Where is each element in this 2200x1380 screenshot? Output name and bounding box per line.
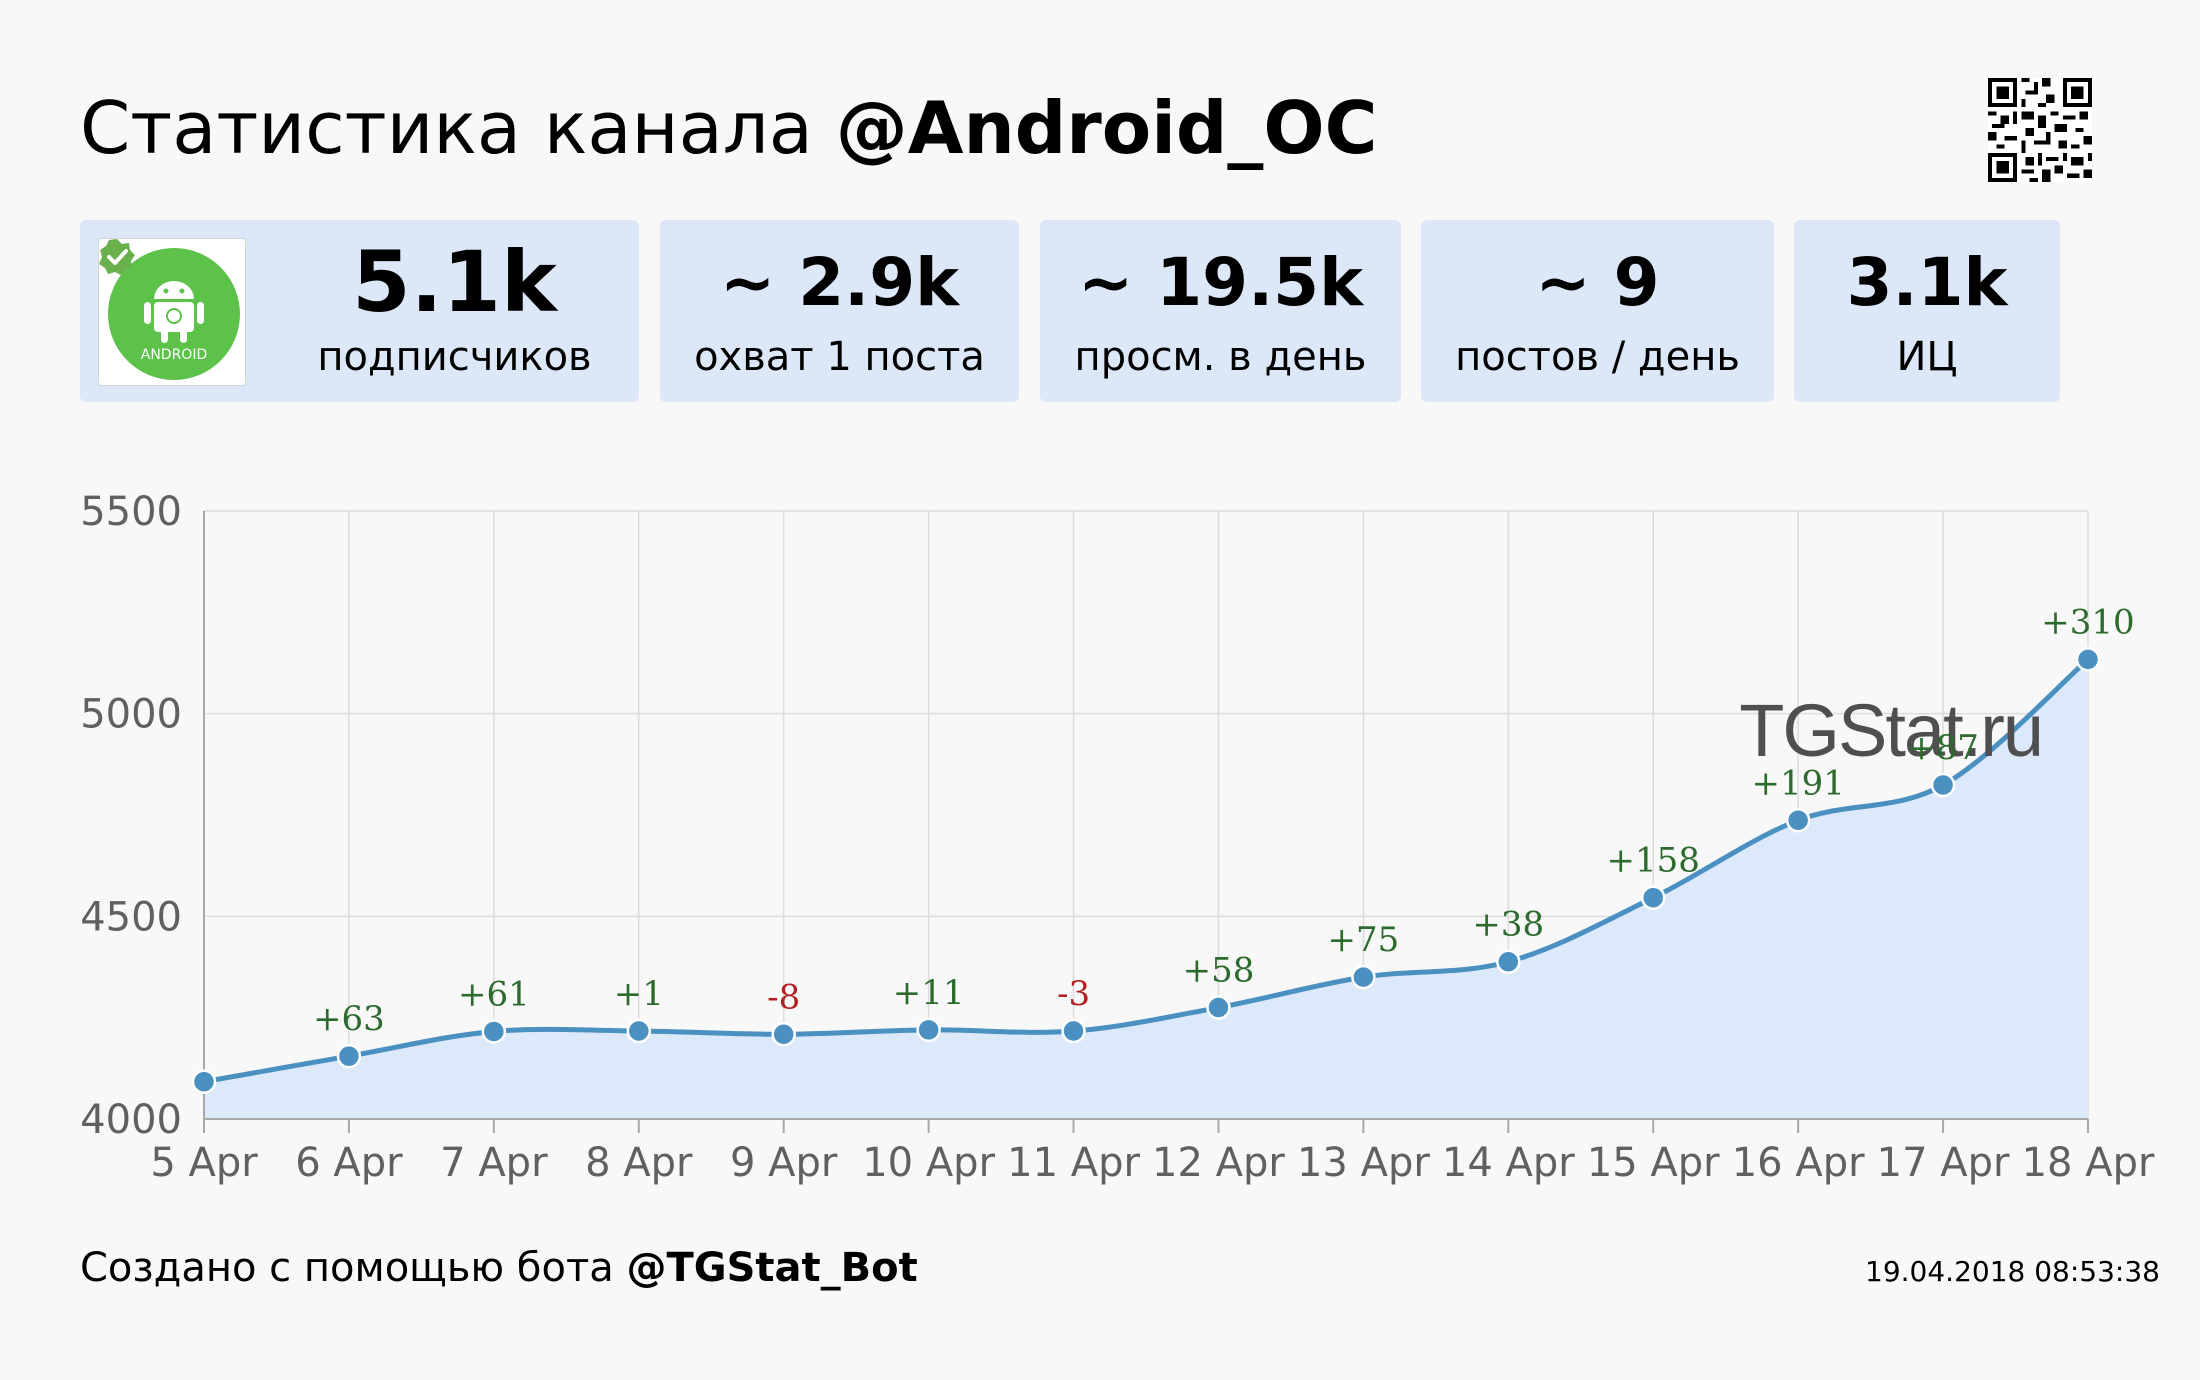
data-point [916,1017,941,1043]
delta-label: +1 [614,974,664,1014]
android-logo-icon: ANDROID [108,248,240,380]
stat-value: ~ 9 [1535,244,1660,321]
delta-label: -3 [1057,974,1090,1014]
x-tick-label: 7 Apr [440,1140,548,1186]
data-point [481,1019,507,1044]
x-tick-label: 13 Apr [1297,1140,1430,1186]
x-tick-label: 16 Apr [1732,1140,1865,1186]
x-tick-label: 9 Apr [730,1140,838,1186]
delta-label: +310 [2041,602,2134,642]
stat-label: подписчиков [317,334,592,380]
delta-label: +87 [1907,728,1979,768]
stat-label: ИЦ [1896,334,1958,380]
stat-value: 5.1k [352,233,557,331]
data-point [1496,949,1521,974]
data-point [771,1022,796,1047]
data-point [1061,1018,1086,1044]
title-prefix: Статистика канала [80,86,836,170]
delta-label: -8 [767,977,800,1017]
x-axis-labels: 5 Apr 6 Apr 7 Apr 8 Apr 9 Apr 10 Apr 11 Apr 12 … [150,1140,2155,1186]
stat-value: ~ 19.5k [1077,244,1363,321]
y-tick-label: 5500 [80,489,182,535]
chart-axes [203,511,2088,1120]
verified-check-icon [99,239,135,275]
delta-label: +61 [458,974,530,1014]
delta-label: +158 [1607,841,1700,881]
stat-value: 3.1k [1846,244,2008,321]
data-point [1206,995,1231,1020]
x-tick-label: 5 Apr [150,1140,258,1186]
qr-code-icon [1988,78,2092,182]
data-point [191,1069,217,1094]
page-title: Статистика канала @Android_OC [80,84,1377,172]
watermark: TGStat.ru [1739,689,2042,772]
x-tick-label: 10 Apr [862,1140,995,1186]
data-point [336,1043,362,1069]
stat-card-post-reach: ~ 2.9k охват 1 поста [660,220,1019,402]
x-tick-label: 17 Apr [1877,1140,2010,1186]
stat-label: постов / день [1455,334,1740,380]
footer-prefix: Создано с помощью бота [80,1245,627,1291]
y-tick-label: 4000 [80,1097,182,1143]
delta-label: +38 [1472,905,1544,945]
stat-card-subscribers: ANDROID 5.1k подписчиков [80,220,639,402]
x-tick-label: 18 Apr [2022,1140,2155,1186]
stat-label: просм. в день [1074,334,1367,380]
chart-points [191,647,2101,1094]
x-tick-label: 15 Apr [1587,1140,1720,1186]
delta-label: +58 [1183,951,1255,991]
data-point [1640,885,1666,910]
data-point [626,1018,652,1044]
x-tick-label: 12 Apr [1152,1140,1285,1186]
avatar[interactable]: ANDROID [98,238,246,386]
x-tick-label: 14 Apr [1442,1140,1575,1186]
delta-label: +191 [1751,763,1844,803]
data-point [1351,964,1376,990]
y-tick-label: 5000 [80,692,182,738]
subscribers-chart: 5500 5000 4500 4000 5 Apr 6 Apr 7 Apr 8 Apr 9 A… [80,489,2155,1186]
stat-label: охват 1 поста [694,334,985,380]
x-tick-label: 11 Apr [1007,1140,1140,1186]
delta-label: +75 [1328,920,1400,960]
x-tick-label: 6 Apr [295,1140,403,1186]
y-axis-labels: 5500 5000 4500 4000 [80,489,182,1143]
y-tick-label: 4500 [80,894,182,940]
delta-label: +63 [313,999,385,1039]
data-point [1785,808,1811,833]
timestamp: 19.04.2018 08:53:38 [1865,1255,2160,1288]
chart-area-fill [204,659,2088,1119]
x-tick-label: 8 Apr [585,1140,693,1186]
stat-card-posts-per-day: ~ 9 постов / день [1421,220,1774,402]
bot-handle[interactable]: @TGStat_Bot [626,1245,918,1291]
data-point [1930,772,1956,798]
footer-credit: Создано с помощью бота @TGStat_Bot [80,1240,918,1296]
stat-value: ~ 2.9k [719,244,960,321]
avatar-logo-text: ANDROID [141,347,208,363]
stat-card-daily-views: ~ 19.5k просм. в день [1040,220,1401,402]
chart-delta-labels: +63 +61 +1 -8 +11 -3 +58 +75 +38 +158 +191 +87 +310 [313,602,2135,1039]
channel-handle[interactable]: @Android_OC [835,86,1378,170]
data-point [2075,647,2101,672]
stat-card-citation-index: 3.1k ИЦ [1794,220,2060,402]
delta-label: +11 [893,973,965,1013]
